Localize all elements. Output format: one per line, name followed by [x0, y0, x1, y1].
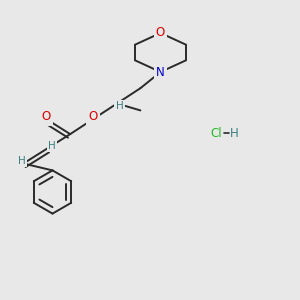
Text: O: O	[88, 110, 98, 123]
Text: O: O	[156, 26, 165, 39]
Text: H: H	[48, 141, 56, 151]
Text: H: H	[230, 127, 238, 140]
Text: H: H	[116, 101, 123, 111]
Text: O: O	[42, 110, 51, 124]
Text: H: H	[18, 156, 26, 166]
Text: N: N	[156, 66, 165, 80]
Text: Cl: Cl	[210, 127, 222, 140]
